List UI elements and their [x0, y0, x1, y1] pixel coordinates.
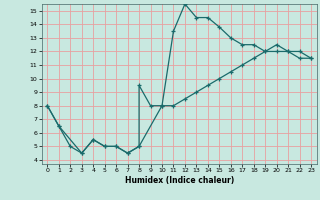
X-axis label: Humidex (Indice chaleur): Humidex (Indice chaleur) [124, 176, 234, 185]
